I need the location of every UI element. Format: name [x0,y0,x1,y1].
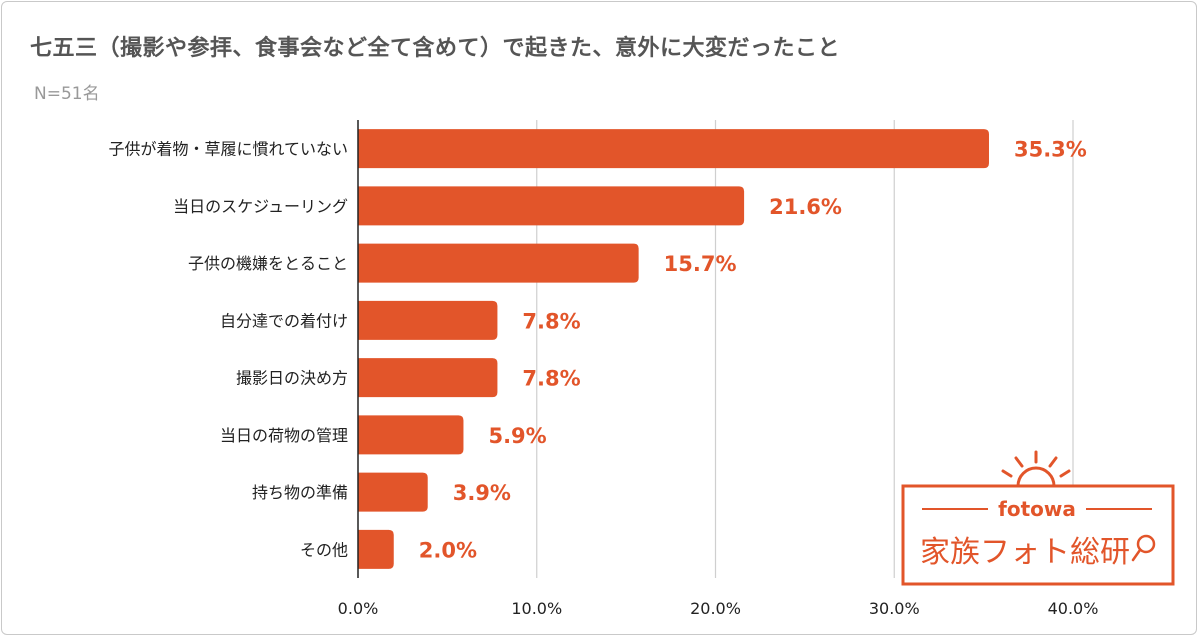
data-label: 2.0% [419,538,477,562]
data-label: 21.6% [769,195,842,219]
x-tick-label: 0.0% [338,599,379,618]
bar [358,300,498,340]
logo-name: 家族フォト総研 [920,535,1130,570]
magnifier-icon [1136,534,1156,554]
category-label: その他 [300,540,348,559]
category-label: 撮影日の決め方 [236,369,348,388]
data-label: 35.3% [1014,138,1087,162]
bar [358,529,394,569]
category-labels: 子供が着物・草履に慣れていない当日のスケジューリング子供の機嫌をとること自分達で… [108,140,348,560]
bar [358,129,989,169]
sample-size-label: N=51名 [34,84,100,104]
data-label: 7.8% [522,367,580,391]
bar [358,186,745,226]
sun-ray [1001,469,1013,478]
sun-ray [1059,469,1071,478]
sun-icon [1016,466,1056,487]
bar [358,472,428,512]
sun-ray [1048,456,1058,468]
bar [358,358,498,398]
bar [358,243,639,283]
category-label: 当日の荷物の管理 [220,426,348,445]
fotowa-logo: fotowa 家族フォト総研 [901,450,1175,586]
sun-ray [1014,456,1024,468]
bars: 35.3% 21.6% 15.7% 7.8% 7.8% 5.9% 3.9% 2.0% [358,129,1087,569]
category-label: 持ち物の準備 [252,483,348,502]
x-tick-label: 10.0% [511,599,562,618]
data-label: 7.8% [522,309,580,333]
data-label: 5.9% [488,424,546,448]
x-tick-label: 40.0% [1048,599,1099,618]
chart-title: 七五三（撮影や参拝、食事会など全て含めて）で起きた、意外に大変だったこと [30,36,841,61]
logo-frame [901,484,1175,586]
category-label: 子供が着物・草履に慣れていない [108,140,348,159]
data-label: 3.9% [453,481,511,505]
category-label: 子供の機嫌をとること [188,254,348,273]
magnifier-handle [1131,548,1142,562]
category-label: 自分達での着付け [220,311,348,330]
x-tick-label: 30.0% [869,599,920,618]
logo-brand: fotowa [998,497,1076,521]
x-tick-label: 20.0% [690,599,741,618]
x-tick-labels: 0.0% 10.0% 20.0% 30.0% 40.0% [338,599,1099,618]
category-label: 当日のスケジューリング [173,197,348,216]
data-label: 15.7% [664,252,737,276]
bar [358,415,464,455]
